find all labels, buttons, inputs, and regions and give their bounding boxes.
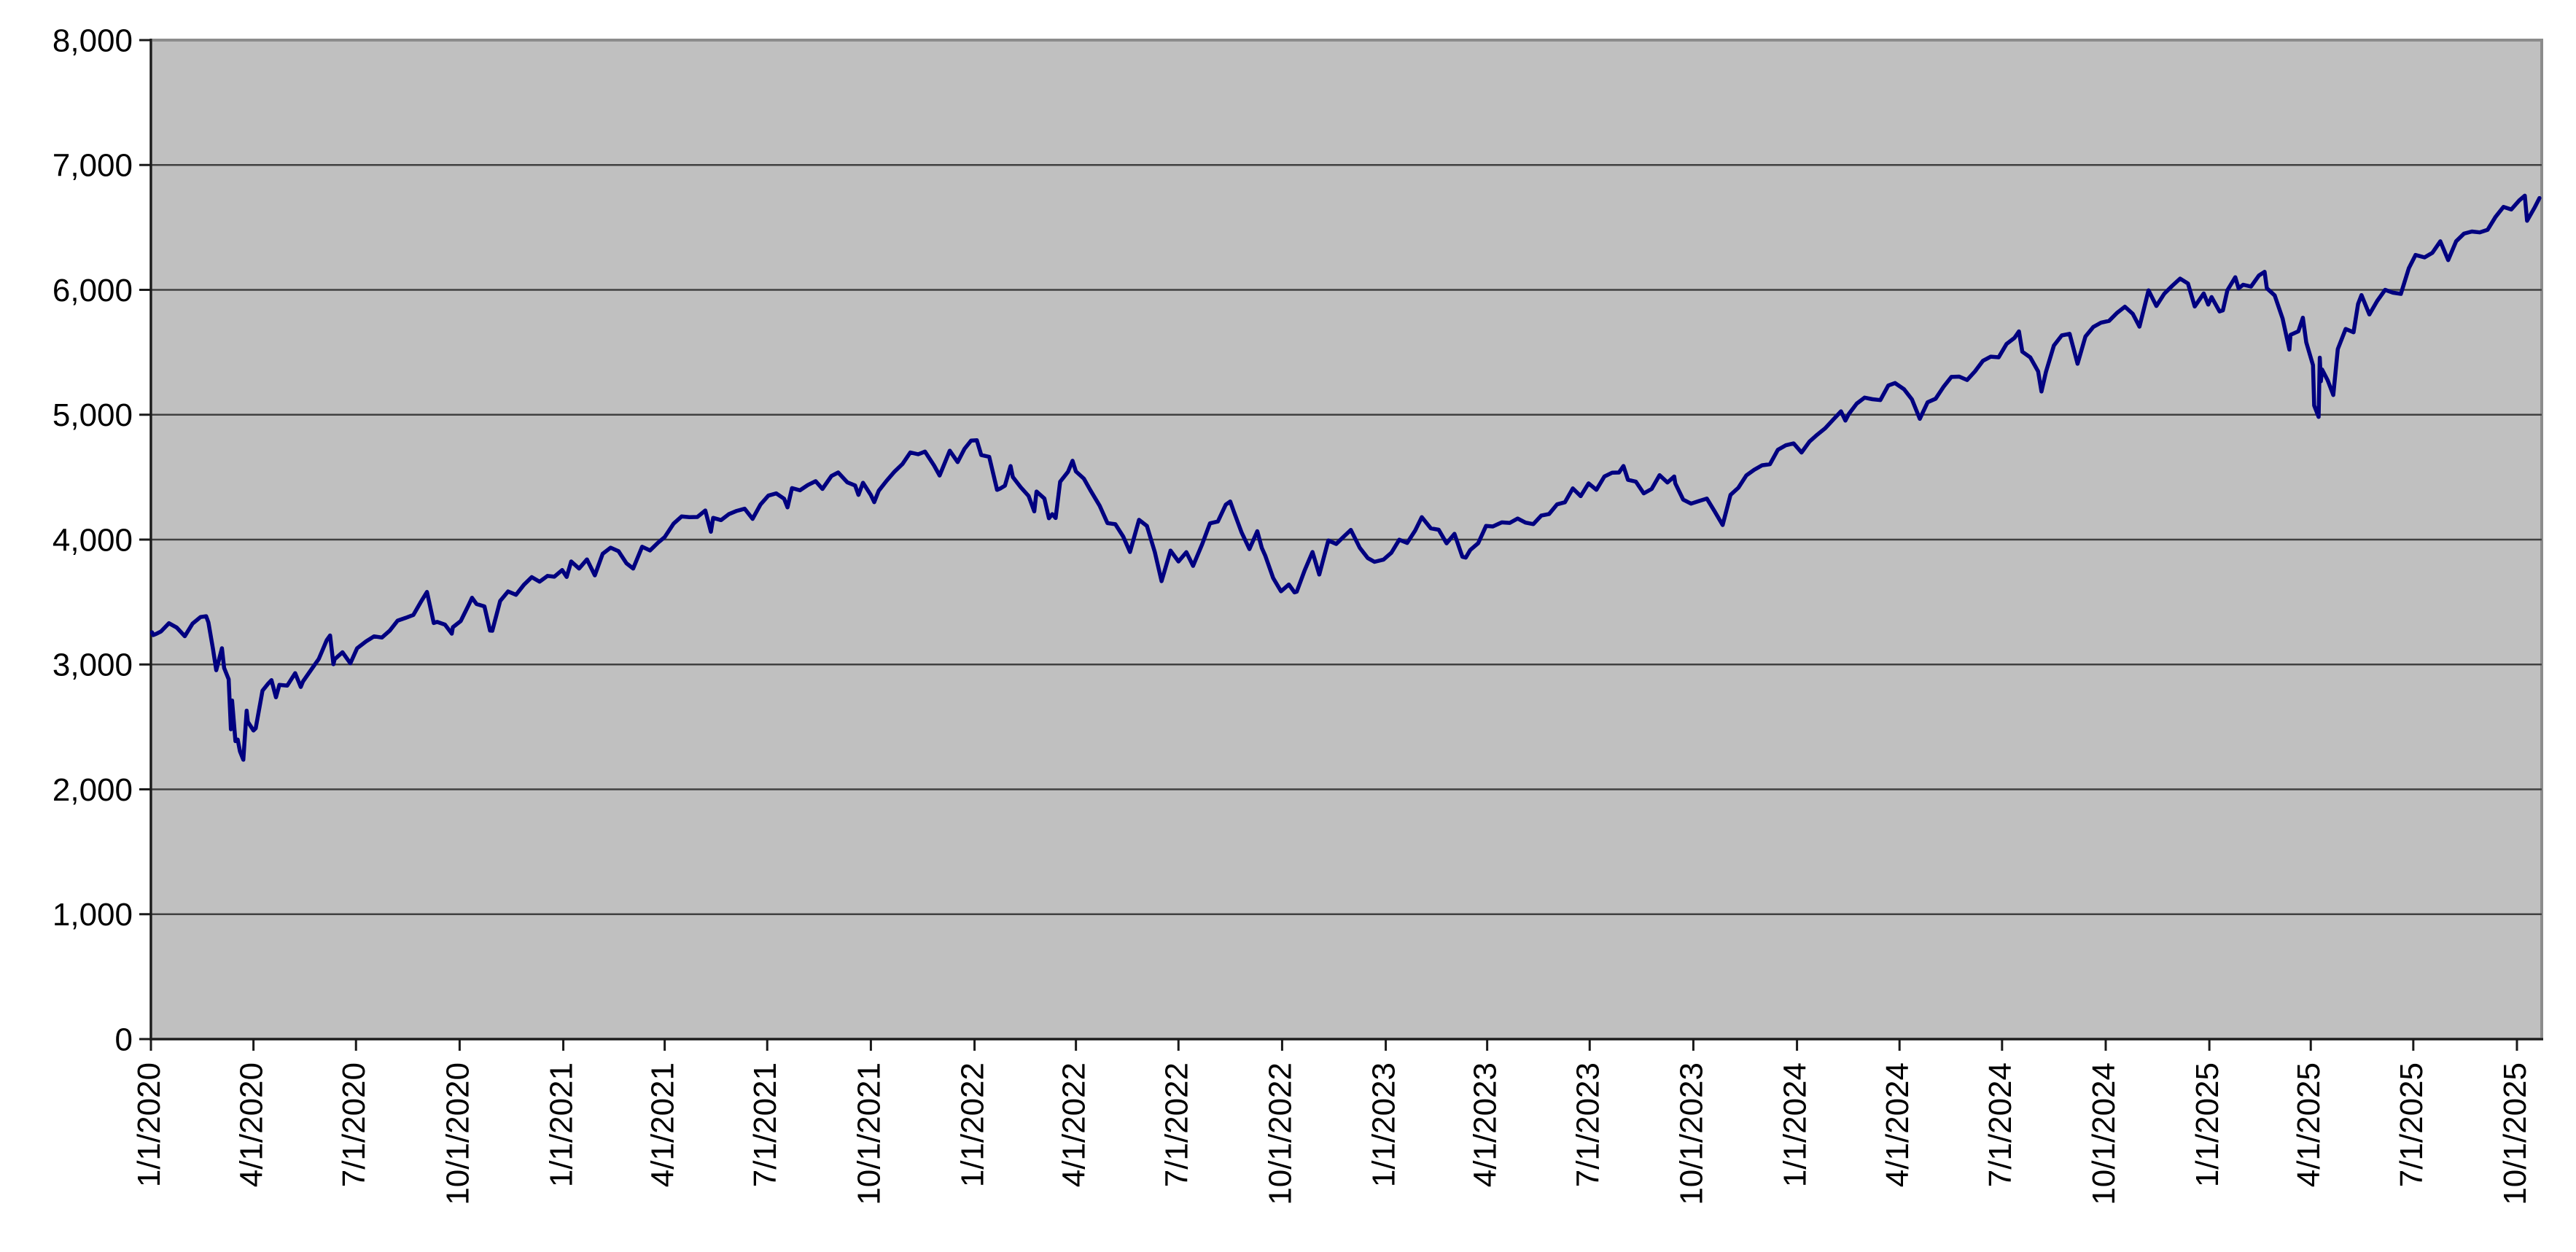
x-axis-tick-label: 1/1/2024 [1778,1062,1813,1187]
x-axis-tick-label: 4/1/2024 [1880,1062,1915,1187]
x-axis-tick-label: 4/1/2022 [1057,1062,1092,1187]
y-axis-tick-label: 1,000 [52,897,133,933]
y-axis-tick-labels: 0 1,000 2,000 3,000 4,000 5,000 6,000 7,000 8,00… [52,23,133,1057]
price-line [149,193,2542,762]
y-axis-tick-label: 7,000 [52,148,133,184]
y-gridlines [151,164,2542,915]
x-axis-tick-label: 7/1/2024 [1982,1062,2018,1187]
x-axis-tick-label: 7/1/2021 [747,1062,783,1187]
x-axis-tick-label: 10/1/2025 [2497,1062,2533,1205]
y-axis-tick-label: 5,000 [52,397,133,433]
x-axis-tick-label: 4/1/2023 [1468,1062,1503,1187]
x-axis-tick-label: 4/1/2020 [234,1062,270,1187]
x-axis-ticks [149,1039,2518,1051]
x-axis-tick-labels: 1/1/2020 4/1/2020 7/1/2020 10/1/2020 1/1/202… [131,1062,2533,1205]
x-axis-tick-label: 1/1/2025 [2190,1062,2225,1187]
y-axis-tick-label: 6,000 [52,273,133,308]
x-axis-tick-label: 4/1/2021 [645,1062,681,1187]
x-axis-tick-label: 1/1/2023 [1366,1062,1402,1187]
x-axis-tick-label: 10/1/2024 [2086,1062,2122,1205]
x-axis-tick-label: 10/1/2023 [1673,1062,1709,1205]
x-axis-tick-label: 7/1/2023 [1570,1062,1606,1187]
x-axis-tick-label: 1/1/2022 [955,1062,991,1187]
y-axis-tick-label: 0 [115,1022,133,1057]
y-axis-ticks [139,39,151,1041]
x-axis-tick-label: 7/1/2020 [336,1062,372,1187]
x-axis-tick-label: 7/1/2025 [2394,1062,2429,1187]
x-axis-tick-label: 4/1/2025 [2291,1062,2327,1187]
y-axis-tick-label: 4,000 [52,522,133,558]
x-axis-tick-label: 10/1/2022 [1262,1062,1298,1205]
x-axis-tick-label: 10/1/2020 [440,1062,475,1205]
x-axis-tick-label: 10/1/2021 [851,1062,887,1205]
x-axis-tick-label: 1/1/2021 [544,1062,580,1187]
y-axis-tick-label: 2,000 [52,772,133,808]
y-axis-tick-label: 3,000 [52,648,133,683]
y-axis-tick-label: 8,000 [52,23,133,58]
x-axis-tick-label: 7/1/2022 [1159,1062,1194,1187]
x-axis-tick-label: 1/1/2020 [131,1062,167,1187]
